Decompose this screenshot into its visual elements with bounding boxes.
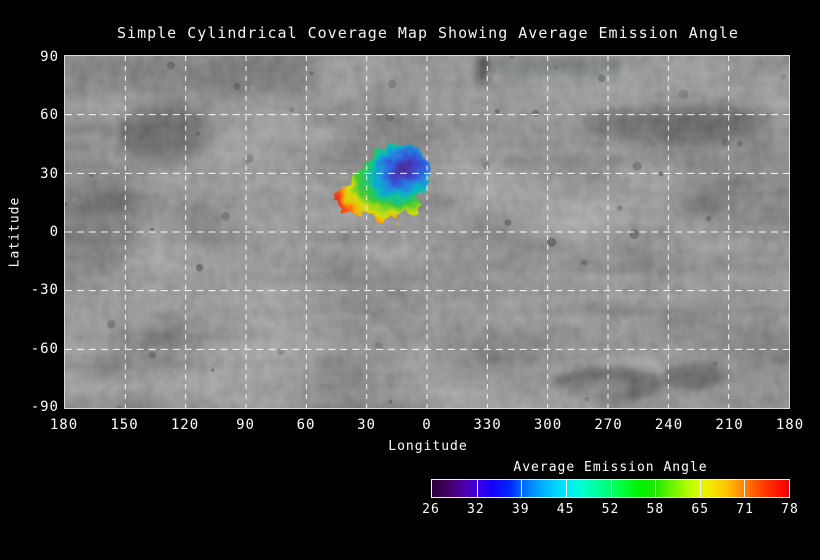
x-tick-label: 150 [110,417,139,433]
colorbar-tick-label: 71 [736,502,754,517]
x-axis-title: Longitude [388,439,468,454]
colorbar-divider [476,480,478,497]
basemap-and-overlay [65,56,789,408]
colorbar-divider [744,480,746,497]
coverage-patch [331,143,430,223]
y-tick-label: -30 [30,282,59,299]
y-tick-label: 30 [40,165,59,182]
y-tick-label: -90 [30,399,59,415]
x-tick-label: 60 [296,417,316,433]
colorbar-tick-label: 65 [691,502,710,517]
x-tick-label: 30 [357,417,376,433]
x-tick-label: 210 [715,417,744,433]
x-tick-label: 330 [473,417,502,433]
x-tick-label: 270 [594,417,623,433]
colorbar-divider [565,480,567,497]
y-tick-label: 90 [40,49,59,65]
colorbar-divider [699,480,701,497]
y-tick-label: 60 [40,107,59,124]
x-tick-label: 240 [654,417,684,433]
colorbar-tick-label: 26 [422,502,440,517]
x-tick-label: 300 [533,417,563,433]
colorbar [431,479,790,498]
y-tick-label: 0 [49,224,59,240]
colorbar-divider [610,480,612,497]
colorbar-tick-label: 45 [556,502,575,517]
colorbar-tick-label: 58 [646,502,665,517]
colorbar-tick-label: 39 [511,502,530,517]
x-tick-label: 0 [422,417,432,433]
colorbar-divider [521,480,523,497]
x-tick-label: 90 [236,417,255,433]
y-tick-label: -60 [30,340,59,357]
x-tick-label: 180 [49,417,79,433]
colorbar-divider [655,480,657,497]
graticule-grid [65,56,789,408]
colorbar-tick-label: 78 [781,502,799,517]
colorbar-title: Average Emission Angle [513,460,708,475]
colorbar-tick-label: 32 [467,502,485,517]
x-tick-label: 180 [775,417,805,433]
x-tick-label: 120 [170,417,200,433]
plot-area [64,55,790,409]
colorbar-tick-label: 52 [601,502,620,517]
figure-title: Simple Cylindrical Coverage Map Showing … [117,24,739,42]
